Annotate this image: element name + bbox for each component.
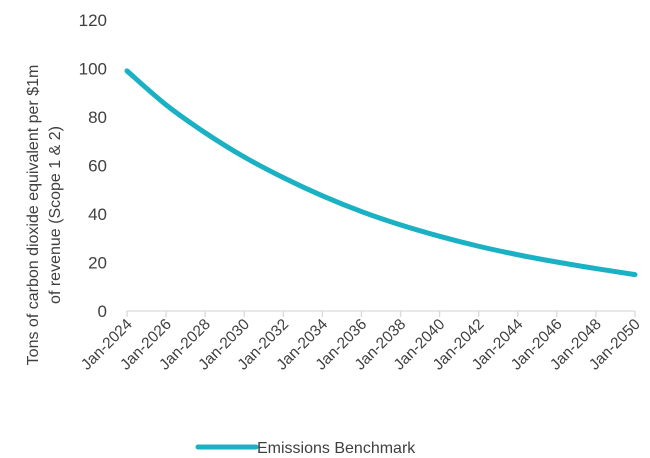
y-axis-ticks: 0 20 40 60 80 100 120 <box>79 11 107 321</box>
y-tick-label: 80 <box>88 108 107 127</box>
series-layer <box>124 68 638 278</box>
y-tick-label: 100 <box>79 60 107 79</box>
y-axis-title-line-2: of revenue (Scope 1 & 2) <box>47 126 64 304</box>
y-tick-label: 0 <box>98 302 107 321</box>
y-axis-title: Tons of carbon dioxide equivalent per $1… <box>25 65 64 366</box>
x-axis: Jan-2024Jan-2026Jan-2028Jan-2030Jan-2032… <box>78 310 644 374</box>
y-tick-label: 120 <box>79 11 107 30</box>
legend: Emissions Benchmark <box>195 440 416 457</box>
y-axis-title-line-1: Tons of carbon dioxide equivalent per $1… <box>25 65 42 366</box>
y-tick-label: 20 <box>88 254 107 273</box>
series-line-emissions-benchmark <box>124 68 638 278</box>
legend-label: Emissions Benchmark <box>257 440 416 457</box>
y-tick-label: 60 <box>88 157 107 176</box>
y-tick-label: 40 <box>88 205 107 224</box>
